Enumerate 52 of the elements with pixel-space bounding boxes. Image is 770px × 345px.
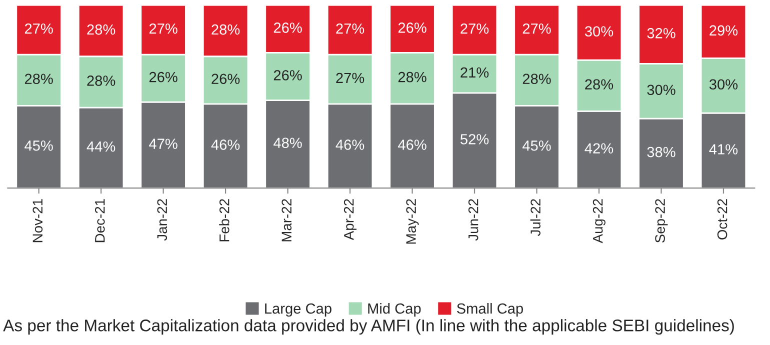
x-tick-label: Jul-22 — [530, 199, 540, 236]
data-label: 42% — [584, 143, 614, 154]
data-label: 30% — [584, 26, 614, 37]
data-label: 28% — [522, 74, 551, 84]
data-label: 30% — [709, 79, 738, 90]
data-label: 27% — [336, 23, 364, 34]
data-label: 46% — [211, 140, 240, 150]
data-label: 48% — [274, 138, 302, 148]
data-label: 41% — [709, 144, 738, 154]
x-tick-label: Jan-22 — [157, 199, 168, 241]
data-label: 44% — [86, 141, 116, 152]
data-label: 27% — [336, 72, 364, 84]
x-tick-label: May-22 — [406, 199, 419, 244]
x-tick-label: Jun-22 — [468, 199, 478, 241]
legend-label: Large Cap — [265, 303, 332, 317]
data-label: 26% — [274, 70, 302, 80]
data-label: 28% — [212, 24, 240, 35]
x-tick-label: Apr-22 — [344, 199, 357, 240]
data-label: 26% — [212, 74, 240, 84]
data-label: 30% — [647, 84, 676, 96]
x-tick-label: Mar-22 — [282, 199, 292, 242]
data-label: 29% — [710, 25, 738, 36]
data-label: 46% — [336, 140, 364, 150]
legend-label: Small Cap — [456, 303, 523, 317]
data-label: 46% — [398, 140, 426, 150]
data-label: 27% — [460, 23, 489, 34]
data-label: 27% — [149, 23, 178, 34]
data-label: 21% — [460, 67, 489, 78]
data-label: 28% — [585, 79, 614, 90]
data-label: 28% — [87, 24, 116, 35]
x-tick-label: Dec-21 — [94, 199, 105, 242]
data-label: 26% — [149, 72, 178, 82]
data-label: 27% — [522, 23, 551, 34]
data-label: 26% — [398, 22, 426, 33]
x-tick-label: Feb-22 — [219, 199, 230, 242]
data-label: 38% — [647, 146, 676, 158]
data-label: 28% — [398, 72, 426, 82]
x-tick-label: Oct-22 — [717, 199, 728, 240]
legend-label: Mid Cap — [368, 303, 421, 317]
x-tick-label: Aug-22 — [592, 199, 606, 244]
data-label: 32% — [647, 28, 676, 38]
data-label: 28% — [87, 76, 116, 86]
x-tick-label: Sep-22 — [655, 199, 668, 243]
x-tick-label: Nov-21 — [32, 199, 43, 242]
data-label: 45% — [522, 140, 551, 151]
data-label: 47% — [149, 138, 178, 149]
data-label: 45% — [24, 140, 53, 151]
data-label: 52% — [460, 134, 489, 144]
data-label: 28% — [24, 74, 53, 84]
data-label: 26% — [274, 22, 302, 33]
data-label: 27% — [24, 23, 53, 34]
text: As per the Market Capitalization data provided by AMFI (In line with the applicable SEBI guidelines) — [3, 319, 734, 335]
